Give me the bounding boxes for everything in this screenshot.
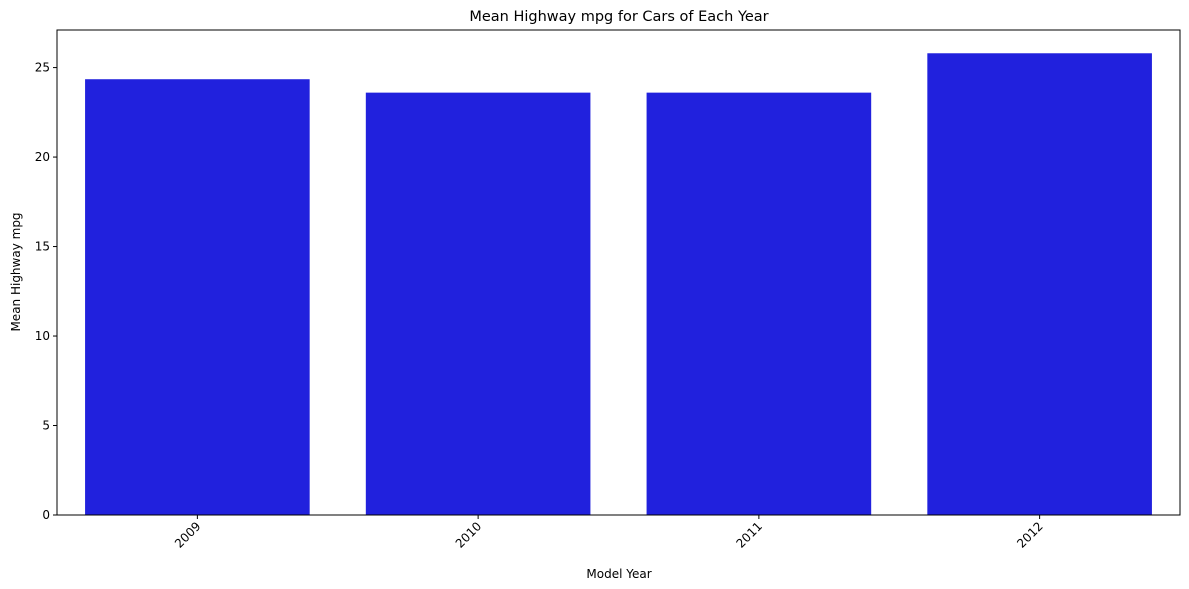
- y-axis-label: Mean Highway mpg: [9, 212, 23, 331]
- x-tick-label-2012: 2012: [1014, 519, 1045, 550]
- y-tick-label-5: 5: [42, 419, 50, 433]
- chart-title: Mean Highway mpg for Cars of Each Year: [469, 9, 768, 25]
- bars-group: [85, 53, 1152, 516]
- y-tick-label-20: 20: [35, 150, 50, 164]
- bar-2009: [85, 79, 310, 515]
- y-tick-label-15: 15: [35, 240, 50, 254]
- bar-2012: [927, 53, 1152, 516]
- y-axis: 0 5 10 15 20 25: [35, 61, 57, 522]
- bar-2010: [365, 92, 591, 515]
- plot-frame: [56, 29, 1181, 516]
- y-tick-label-25: 25: [35, 61, 50, 75]
- x-axis: 2009 2010 2011 2012: [172, 515, 1046, 551]
- y-tick-label-10: 10: [35, 329, 50, 343]
- x-tick-label-2009: 2009: [172, 519, 203, 550]
- x-tick-label-2011: 2011: [733, 519, 764, 550]
- y-tick-label-0: 0: [42, 508, 50, 522]
- x-tick-label-2010: 2010: [453, 519, 484, 550]
- x-axis-label: Model Year: [586, 567, 651, 581]
- bar-2011: [646, 92, 872, 515]
